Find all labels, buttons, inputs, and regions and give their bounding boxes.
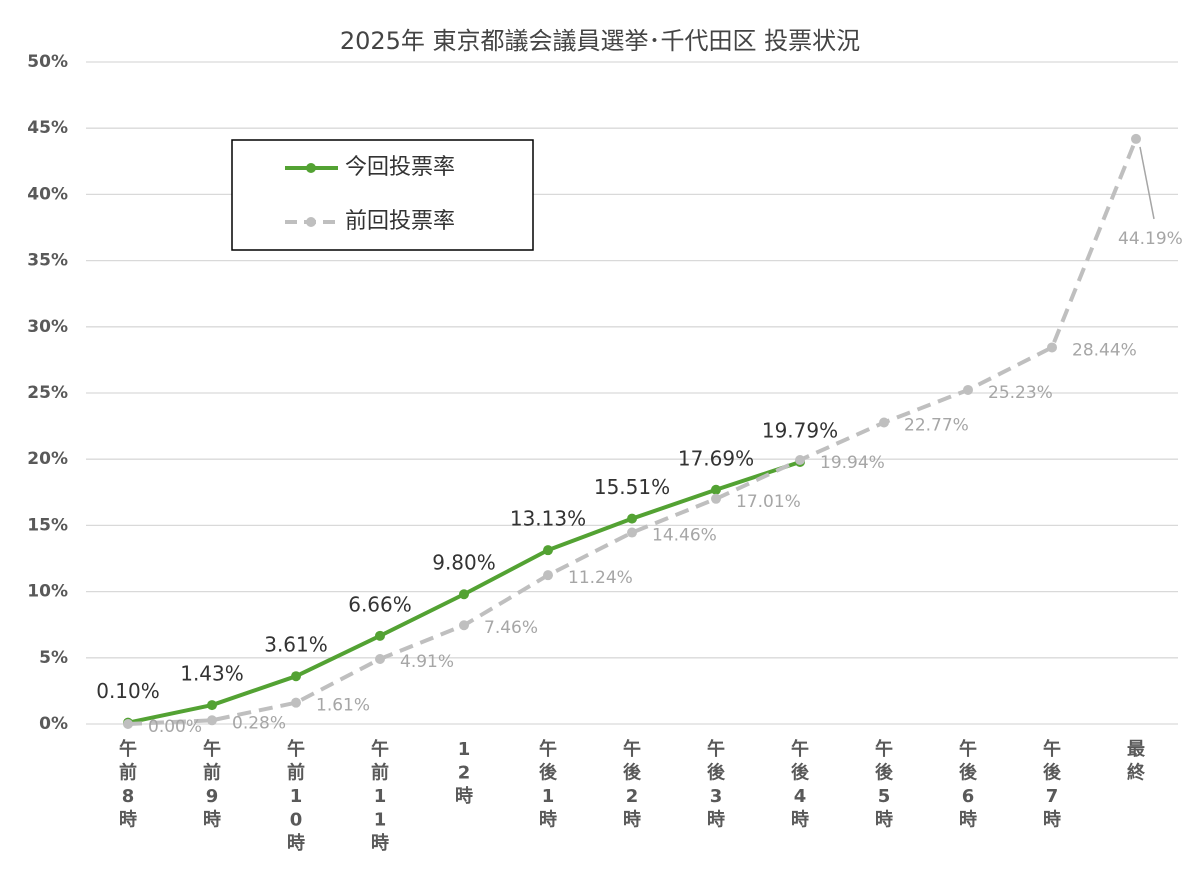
data-label: 14.46% (652, 526, 717, 546)
data-label: 3.61% (264, 633, 328, 657)
legend-marker (306, 163, 316, 173)
x-tick-label: 午後 7 時 (1043, 738, 1062, 831)
data-point (543, 545, 553, 556)
data-point (375, 653, 385, 664)
y-tick-label: 35% (27, 251, 68, 271)
y-tick-label: 50% (27, 52, 68, 72)
x-tick-label: 午前 9 時 (203, 738, 221, 831)
data-point (627, 527, 637, 538)
data-point (711, 493, 721, 504)
x-tick-label: 午後 3 時 (707, 738, 726, 831)
data-label: 6.66% (348, 592, 412, 616)
data-point (1047, 342, 1057, 353)
data-label: 22.77% (904, 416, 969, 436)
data-label: 13.13% (510, 507, 586, 531)
legend-box (231, 139, 534, 251)
data-label: 17.01% (736, 492, 801, 512)
y-tick-label: 15% (27, 515, 68, 535)
data-point (207, 700, 217, 711)
x-tick-label: 午後 2 時 (623, 738, 642, 831)
data-label: 1.61% (316, 696, 370, 716)
data-point (459, 620, 469, 631)
chart-title: 2025年 東京都議会議員選挙･千代田区 投票状況 (340, 27, 860, 55)
data-label: 0.10% (96, 679, 160, 703)
legend-marker (306, 217, 316, 227)
data-point (207, 715, 217, 726)
data-point (879, 417, 889, 428)
x-tick-label: 午後 1 時 (539, 738, 558, 831)
y-tick-label: 40% (27, 184, 68, 204)
x-tick-label: 午前 8 時 (119, 738, 137, 831)
data-label: 17.69% (678, 446, 754, 470)
data-point (375, 630, 385, 641)
y-tick-label: 20% (27, 449, 68, 469)
data-label: 0.00% (148, 717, 202, 737)
data-point (795, 454, 805, 465)
data-point (291, 671, 301, 682)
y-tick-label: 10% (27, 582, 68, 602)
y-tick-label: 30% (27, 317, 68, 337)
data-label: 44.19% (1118, 229, 1183, 249)
data-label: 28.44% (1072, 340, 1137, 360)
data-label: 19.94% (820, 453, 885, 473)
data-label: 7.46% (484, 618, 538, 638)
y-tick-label: 45% (27, 118, 68, 138)
data-label: 1.43% (180, 662, 244, 686)
x-tick-label: 午後 4 時 (791, 738, 810, 831)
x-tick-label: 最終 (1127, 739, 1146, 784)
y-tick-label: 0% (39, 714, 68, 734)
x-tick-label: 午前 1 0 時 (287, 738, 305, 854)
data-point (711, 484, 721, 495)
data-label: 15.51% (594, 475, 670, 499)
legend-label: 前回投票率 (345, 209, 455, 234)
data-point (123, 719, 133, 729)
y-tick-label: 5% (39, 648, 68, 668)
data-label: 25.23% (988, 383, 1053, 403)
data-label: 0.28% (232, 713, 286, 733)
data-label: 9.80% (432, 551, 496, 575)
data-point (963, 384, 973, 395)
y-tick-label: 25% (27, 383, 68, 403)
leader-line (1139, 146, 1155, 220)
data-label: 4.91% (400, 652, 454, 672)
data-point (1131, 133, 1141, 144)
data-label: 11.24% (568, 568, 633, 588)
x-tick-label: 午前 1 1 時 (371, 738, 389, 854)
x-tick-label: 午後 5 時 (875, 738, 894, 831)
legend-label: 今回投票率 (345, 155, 455, 180)
data-point (543, 570, 553, 581)
data-point (627, 513, 637, 524)
data-point (459, 589, 469, 600)
data-point (291, 697, 301, 708)
data-label: 19.79% (762, 418, 838, 442)
x-tick-label: 午後 6 時 (959, 738, 978, 831)
